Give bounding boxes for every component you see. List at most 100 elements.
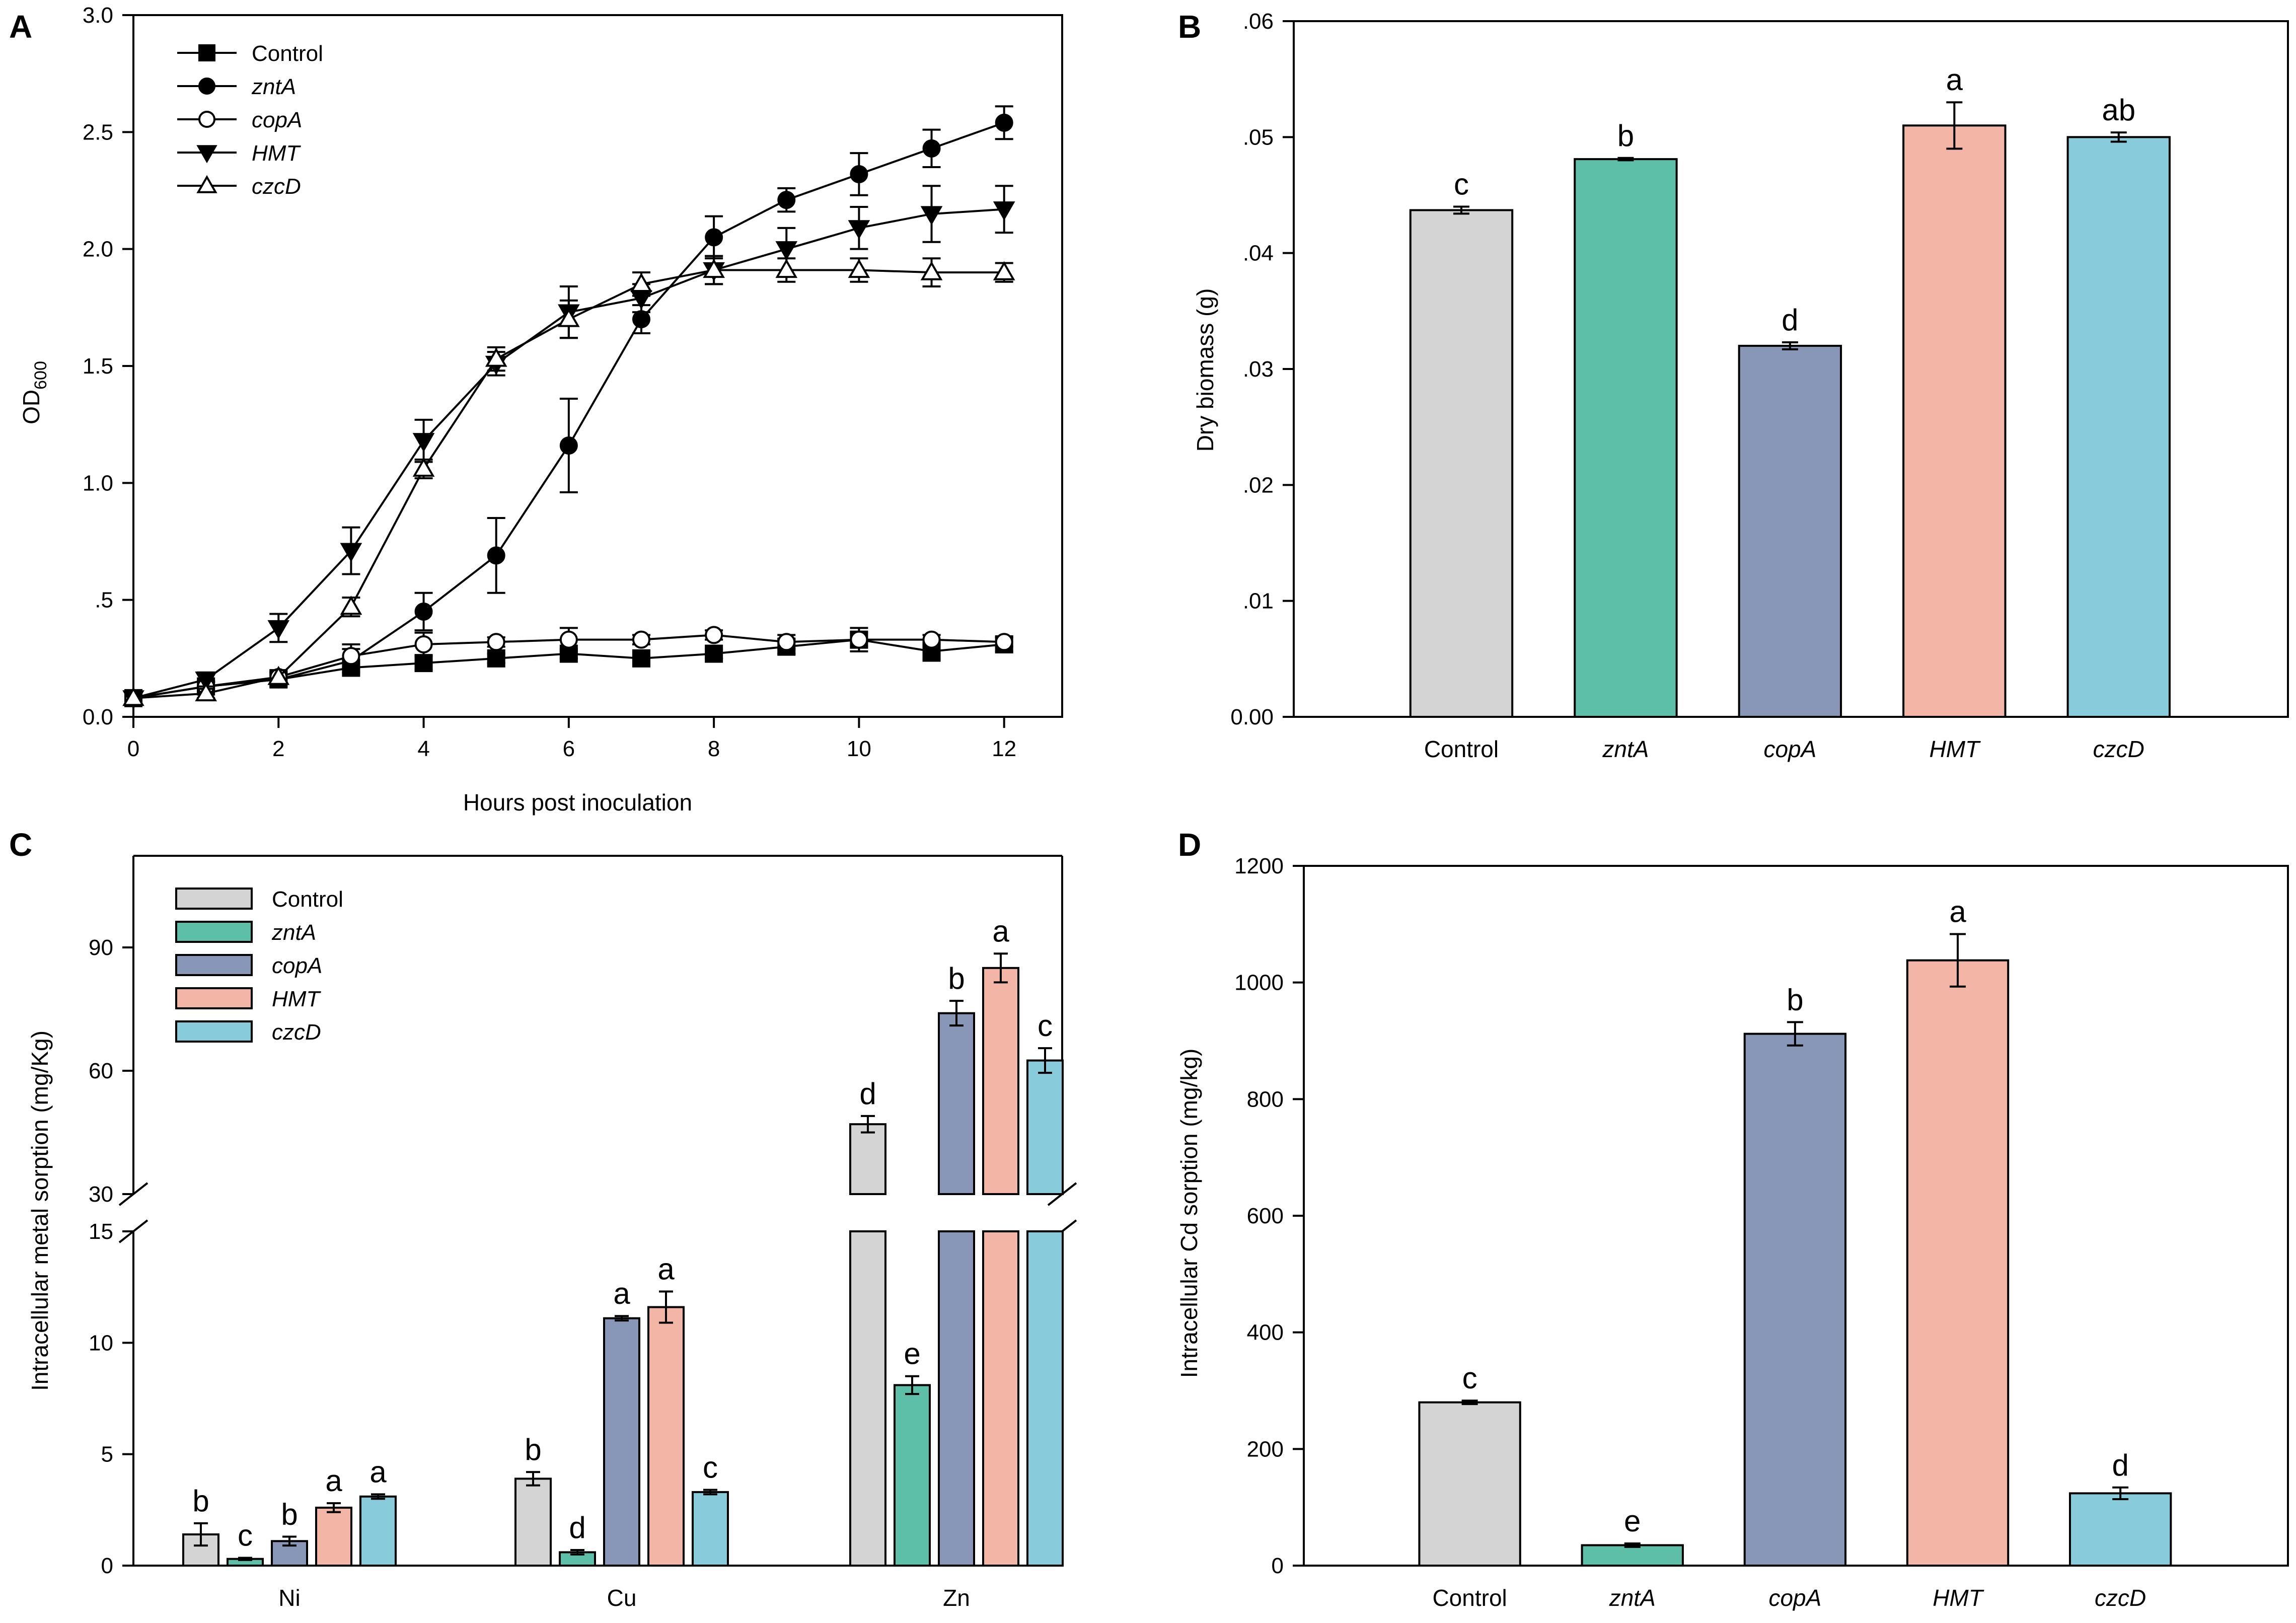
panel-a-point-marker (922, 630, 941, 649)
panel-a-point-marker (195, 672, 217, 691)
panel-c-ytick-label: 5 (101, 1442, 113, 1467)
panel-a-point-marker (630, 272, 652, 292)
panel-d-ytick-label: 0 (1272, 1554, 1284, 1578)
panel-c-bar-Control-Zn-upper (849, 1123, 886, 1196)
panel-c-sig-label: c (1038, 1009, 1053, 1043)
panel-c-legend-swatch-czcD (175, 1020, 253, 1043)
panel-b-sig-label-HMT: a (1946, 63, 1963, 97)
panel-c-bar-czcD-Zn-upper (1026, 1059, 1064, 1195)
panel-c-sig-label: a (325, 1464, 342, 1498)
panel-a-point-marker (487, 546, 505, 565)
panel-a-series-czcD (122, 255, 1015, 706)
panel-b-sig-label-zntA: b (1617, 119, 1634, 153)
panel-c-ytick-label: 30 (89, 1182, 113, 1207)
panel-c-legend-swatch-zntA (175, 921, 253, 943)
panel-a-ytick-label: .5 (95, 588, 113, 613)
panel-a-point-marker (850, 165, 868, 183)
panel-d-ytick-label: 1000 (1234, 971, 1284, 995)
panel-a-legend-marker (198, 111, 215, 128)
panel-d-category-label: copA (1768, 1585, 1821, 1611)
panel-c-bar-chart: C 0 5 10 15 30 60 90 Intracellular metal sorptio… (9, 827, 1077, 1611)
panel-c-bar-czcD-Cu (692, 1491, 729, 1567)
panel-c-y-axis-title: Intracellular metal sorption (mg/Kg) (27, 1030, 53, 1391)
panel-d-bar-chart: D 0 200 400 600 800 1000 1200 Intracellular Cd s… (1176, 827, 2289, 1611)
panel-a-point-marker (485, 347, 507, 367)
panel-b-ytick-label: .04 (1243, 241, 1274, 266)
panel-c-legend-swatch-copA (175, 954, 253, 976)
panel-a-point-marker (195, 682, 217, 702)
panel-c-legend-label: czcD (272, 1020, 321, 1045)
panel-a-point-marker (340, 543, 362, 562)
panel-c-bar-HMT-Zn-lower (982, 1230, 1019, 1567)
panel-d-bar-HMT (1906, 959, 2010, 1567)
panel-c-category-label: Cu (607, 1585, 637, 1611)
panel-d-category-label: Control (1432, 1585, 1507, 1611)
panel-c-sig-label: b (525, 1433, 541, 1466)
panel-b-bar-HMT (1902, 124, 2007, 718)
panel-b-category-label: Control (1424, 736, 1499, 762)
panel-c-sig-label: c (238, 1519, 253, 1553)
panel-a-point-marker (122, 687, 144, 706)
panel-a-point-marker (340, 596, 362, 615)
panel-c-sig-label: b (192, 1484, 209, 1518)
panel-a-legend-label: zntA (251, 75, 296, 99)
panel-c-sig-label: b (948, 962, 965, 995)
panel-c-ytick-label: 60 (89, 1059, 113, 1083)
panel-c-ytick-label: 90 (89, 935, 113, 960)
panel-c-legend-label: HMT (272, 987, 321, 1011)
panel-c-legend-label: copA (272, 953, 322, 978)
panel-d-sig-label-Control: c (1462, 1361, 1477, 1395)
panel-c-ytick-label: 10 (89, 1331, 113, 1355)
panel-a-point-marker (414, 654, 433, 673)
panel-a-point-marker (995, 113, 1013, 132)
panel-b-bar-Control (1409, 209, 1514, 718)
panel-a-legend-marker (196, 175, 217, 193)
panel-a-xtick-label: 12 (992, 736, 1016, 761)
panel-b-sig-label-copA: d (1782, 303, 1798, 337)
panel-a-point-marker (775, 241, 798, 261)
panel-b-ytick-label: .03 (1243, 357, 1274, 382)
panel-a-legend-label: Control (252, 41, 323, 66)
panel-a-x-axis-title: Hours post inoculation (463, 789, 692, 816)
panel-a-point-marker (848, 220, 870, 240)
panel-b-sig-label-Control: c (1454, 168, 1469, 201)
panel-b-sig-label-czcD: ab (2102, 93, 2135, 127)
panel-c-sig-label: a (369, 1455, 387, 1489)
panel-c-sig-label: a (992, 914, 1009, 948)
panel-b-bar-zntA (1574, 158, 1678, 718)
panel-c-bar-HMT-Cu (647, 1306, 685, 1567)
panel-a-ytick-label: 1.5 (83, 354, 113, 379)
panel-a-point-marker (632, 630, 650, 649)
panel-c-bar-zntA-Zn (894, 1384, 931, 1567)
panel-a-legend-label: copA (252, 108, 302, 132)
panel-b-category-label: HMT (1929, 736, 1981, 762)
panel-c-sig-label: b (281, 1497, 298, 1531)
panel-a-legend-marker (198, 44, 215, 61)
panel-d-category-label: HMT (1933, 1585, 1984, 1611)
panel-a-point-marker (414, 635, 433, 653)
panel-b-ytick-label: .06 (1243, 9, 1274, 34)
panel-d-ytick-label: 800 (1247, 1087, 1284, 1112)
panel-a-y-axis-title-main: OD (18, 390, 44, 424)
panel-b-category-label: copA (1763, 736, 1816, 762)
panel-c-bar-Control-Cu (514, 1478, 552, 1567)
panel-b-category-label: zntA (1602, 736, 1649, 762)
panel-a-y-axis-title: OD600 (18, 361, 50, 424)
panel-a-point-marker (922, 139, 941, 158)
panel-d-category-label: czcD (2095, 1585, 2146, 1611)
panel-a-point-marker (487, 649, 505, 668)
panel-c-sig-label: d (569, 1511, 585, 1544)
panel-a-point-marker (848, 259, 870, 278)
panel-d-sig-label-copA: b (1787, 983, 1803, 1016)
panel-a-point-marker (557, 308, 580, 327)
panel-a-point-marker (777, 191, 796, 209)
panel-d-sig-label-czcD: d (2112, 1448, 2128, 1482)
panel-a-ytick-label: 1.0 (83, 471, 113, 495)
panel-a-point-marker (850, 630, 868, 649)
panel-a-xtick-label: 10 (847, 736, 871, 761)
panel-a-legend-label: HMT (252, 141, 301, 166)
panel-b-bar-copA (1738, 344, 1842, 718)
panel-a-legend-marker (196, 145, 217, 164)
panel-d-bar-copA (1743, 1032, 1847, 1567)
panel-a-point-marker (995, 633, 1013, 651)
